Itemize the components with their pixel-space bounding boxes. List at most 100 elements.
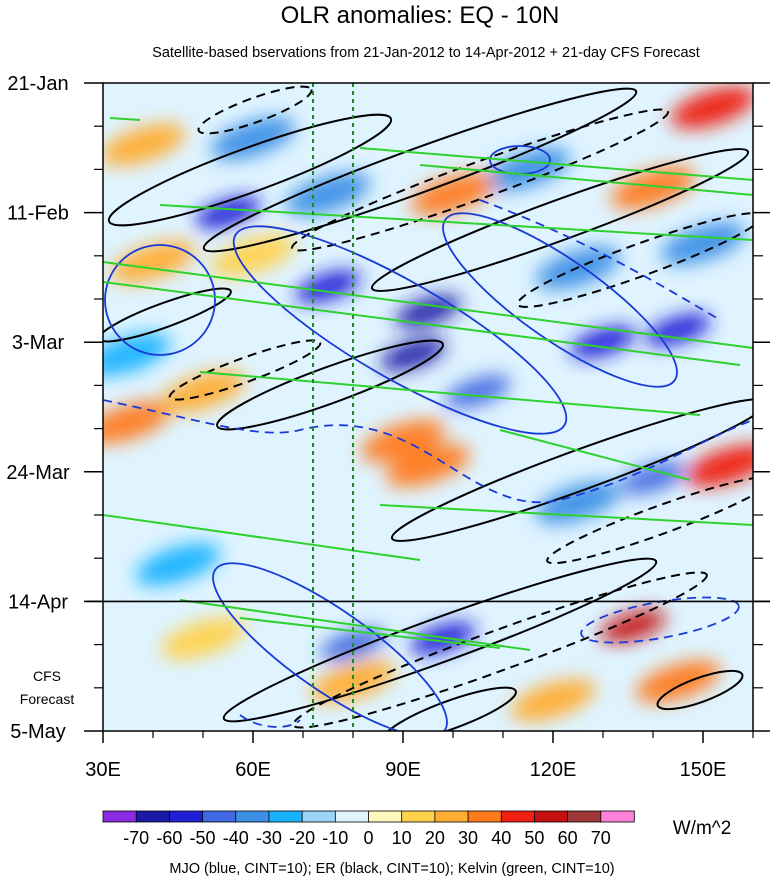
y-tick-label: 11-Feb	[7, 203, 69, 225]
x-tick-label: 30E	[85, 759, 121, 781]
y-tick-label: 14-Apr	[8, 591, 68, 613]
mjo-contour-negative	[580, 596, 740, 644]
anomaly-cell	[285, 172, 371, 216]
anomaly-cell	[110, 240, 196, 284]
colorbar-tick-label: -50	[190, 828, 216, 848]
x-tick-label: 90E	[385, 759, 421, 781]
mjo-contour	[104, 244, 216, 356]
plot-area	[103, 83, 753, 731]
er-contour-negative	[546, 475, 753, 565]
chart-title: OLR anomalies: EQ - 10N	[281, 2, 560, 29]
forecast-label-line-2: Forecast	[20, 691, 75, 707]
anomaly-cell	[380, 338, 446, 371]
plot-frame	[102, 82, 754, 732]
colorbar-tick-label: -40	[223, 828, 249, 848]
x-tick-label: 120E	[530, 759, 577, 781]
colorbar-swatch	[135, 810, 171, 823]
colorbar-swatch	[534, 810, 569, 823]
colorbar-tick-label: 30	[458, 828, 478, 848]
kelvin-contour	[109, 117, 141, 121]
colorbar-tick-label: 10	[392, 828, 412, 848]
anomaly-cell	[103, 401, 171, 444]
colorbar-swatch	[168, 810, 204, 823]
anomaly-cell	[135, 543, 221, 586]
kelvin-contour	[103, 261, 753, 349]
er-contours	[103, 85, 753, 731]
anomaly-cell	[570, 325, 636, 359]
kelvin-contour	[103, 281, 741, 366]
colorbar-tick-label: 50	[524, 828, 544, 848]
anomaly-cell	[410, 172, 496, 216]
colorbar-swatch	[268, 810, 303, 823]
colorbar-swatch	[102, 810, 137, 823]
er-contour	[103, 287, 232, 343]
y-axis: 21-Jan 11-Feb 3-Mar 24-Mar 14-Apr 5-May	[6, 73, 770, 743]
er-contour-negative	[197, 85, 313, 135]
colorbar-swatch	[202, 810, 237, 823]
colorbar-swatch	[401, 810, 436, 823]
y-tick-label: 5-May	[10, 721, 66, 743]
colorbar-swatch	[567, 810, 602, 823]
er-contour	[222, 557, 658, 723]
colorbar-units: W/m^2	[673, 818, 732, 839]
anomaly-cell	[535, 481, 621, 524]
anomaly-cell	[103, 123, 186, 166]
kelvin-contours	[103, 117, 753, 651]
mjo-contour	[442, 212, 678, 388]
y-tick-label: 24-Mar	[6, 462, 70, 484]
er-contour-negative	[290, 108, 670, 252]
er-contour	[370, 148, 750, 292]
colorbar-swatch	[334, 810, 370, 823]
y-tick-label: 3-Mar	[12, 332, 65, 354]
colorbar-tick-label: 70	[591, 828, 611, 848]
colorbar-swatch	[368, 810, 403, 823]
colorbar-tick-label: -60	[156, 828, 182, 848]
colorbar-swatch	[600, 810, 635, 823]
x-tick-label: 150E	[680, 759, 727, 781]
er-contour	[383, 686, 517, 731]
colorbar-swatch	[235, 810, 270, 823]
anomaly-cell	[210, 234, 296, 277]
kelvin-contour	[239, 617, 501, 649]
kelvin-contour	[179, 599, 531, 651]
er-contour	[107, 113, 393, 227]
anomaly-cell	[103, 333, 171, 376]
anomaly-cell	[295, 270, 361, 303]
er-contour	[216, 339, 444, 431]
kelvin-contour	[103, 514, 421, 561]
forecast-label-line-1: CFS	[33, 668, 61, 684]
colorbar-tick-label: 60	[558, 828, 578, 848]
colorbar: -70 -60 -50 -40 -30 -20 -10 0 10 20 30 40 50 60 70	[102, 810, 635, 848]
mjo-contour-negative	[479, 199, 721, 321]
x-tick-label: 60E	[235, 759, 271, 781]
colorbar-tick-label: -70	[123, 828, 149, 848]
mjo-contour-negative	[103, 399, 753, 503]
anomaly-cell	[385, 444, 471, 487]
reference-meridians	[312, 83, 354, 731]
mjo-contour	[232, 225, 568, 435]
x-axis: 30E 60E 90E 120E 150E	[85, 731, 754, 781]
anomaly-cell	[635, 660, 721, 703]
colorbar-swatch	[500, 810, 536, 823]
anomaly-cell	[610, 166, 696, 210]
er-contour-negative	[292, 571, 708, 729]
anomaly-cell	[160, 617, 246, 660]
anomaly-cell	[210, 117, 296, 160]
anomaly-field	[103, 86, 753, 722]
anomaly-cell	[660, 222, 746, 265]
anomaly-cell	[160, 370, 246, 413]
colorbar-tick-label: -20	[289, 828, 315, 848]
kelvin-contour	[199, 371, 701, 416]
er-contour-negative	[168, 339, 322, 401]
colorbar-swatch	[434, 810, 469, 823]
colorbar-tick-label: 40	[491, 828, 511, 848]
colorbar-tick-label: -10	[322, 828, 348, 848]
kelvin-contour	[159, 204, 753, 241]
colorbar-tick-label: 0	[363, 828, 373, 848]
y-tick-label: 21-Jan	[7, 73, 68, 95]
kelvin-contour	[359, 147, 753, 181]
anomaly-cell	[445, 375, 511, 408]
er-contour	[656, 669, 744, 711]
er-contour	[202, 87, 638, 253]
anomaly-cell	[195, 196, 261, 229]
